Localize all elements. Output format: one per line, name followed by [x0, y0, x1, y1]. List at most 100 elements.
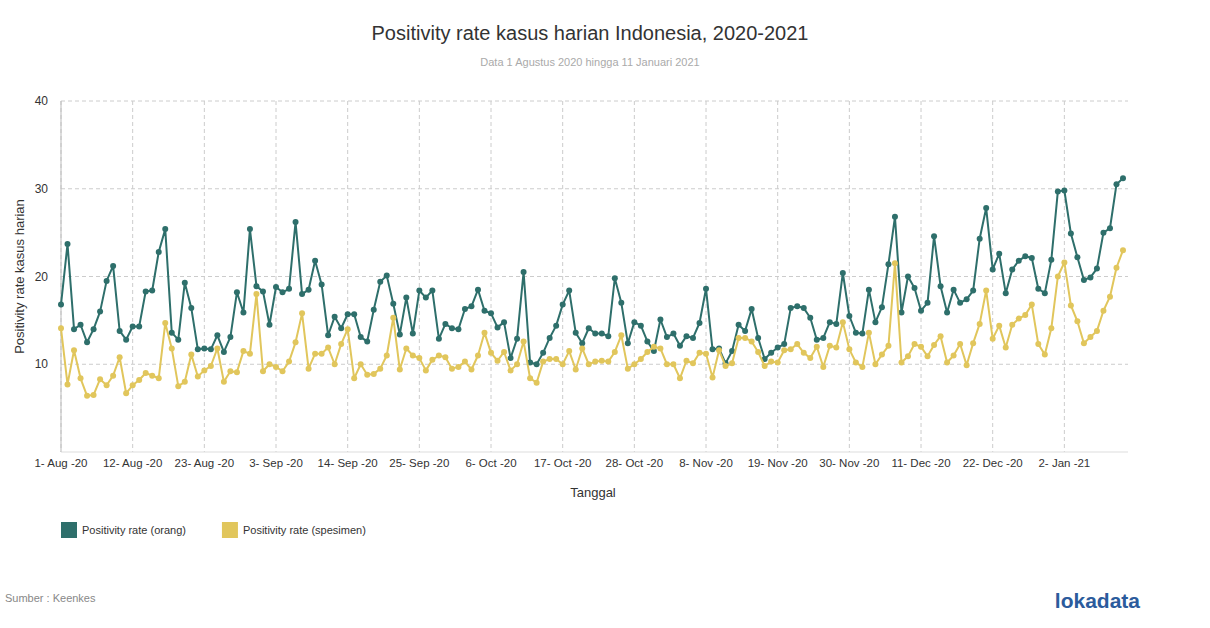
series-marker [149, 373, 155, 379]
x-tick-label: 12- Aug -20 [103, 457, 162, 469]
y-axis-title: Positivity rate kasus harian [12, 199, 27, 354]
series-marker [710, 374, 716, 380]
series-marker [364, 372, 370, 378]
series-marker [912, 341, 918, 347]
y-grid-line [61, 276, 1128, 277]
legend-swatch [61, 522, 77, 538]
series-marker [266, 322, 272, 328]
series-marker [501, 319, 507, 325]
series-marker [449, 325, 455, 331]
series-marker [951, 287, 957, 293]
series-marker [117, 354, 123, 360]
series-marker [312, 258, 318, 264]
series-marker [1022, 312, 1028, 318]
series-marker [403, 295, 409, 301]
series-marker [1022, 253, 1028, 259]
series-marker [149, 288, 155, 294]
series-marker [286, 286, 292, 292]
x-grid-line [419, 101, 420, 452]
series-marker [1035, 286, 1041, 292]
series-marker [599, 358, 605, 364]
series-marker [1094, 266, 1100, 272]
series-marker [631, 319, 637, 325]
x-grid-line [204, 101, 205, 452]
series-marker [944, 359, 950, 365]
series-marker [560, 361, 566, 367]
series-marker [925, 300, 931, 306]
series-marker [1074, 318, 1080, 324]
series-marker [449, 366, 455, 372]
series-marker [188, 352, 194, 358]
series-marker [429, 357, 435, 363]
x-tick-label: 28- Oct -20 [606, 457, 664, 469]
series-line [61, 250, 1123, 396]
x-tick-label: 25- Sep -20 [389, 457, 449, 469]
legend-label: Positivity rate (orang) [82, 524, 186, 536]
series-marker [755, 349, 761, 355]
series-marker [1009, 322, 1015, 328]
x-tick-label: 6- Oct -20 [465, 457, 516, 469]
series-marker [1055, 188, 1061, 194]
series-marker [638, 323, 644, 329]
series-marker [742, 335, 748, 341]
series-marker [416, 355, 422, 361]
series-marker [573, 367, 579, 373]
series-marker [683, 333, 689, 339]
source: Sumber : Keenkes [5, 592, 96, 604]
series-marker [1061, 188, 1067, 194]
series-marker [71, 326, 77, 332]
series-marker [794, 303, 800, 309]
series-marker [182, 280, 188, 286]
series-marker [110, 373, 116, 379]
series-marker [462, 306, 468, 312]
series-marker [338, 325, 344, 331]
series-marker [703, 351, 709, 357]
series-marker [951, 352, 957, 358]
series-marker [195, 346, 201, 352]
series-marker [983, 205, 989, 211]
series-marker [560, 302, 566, 308]
series-marker [599, 331, 605, 337]
series-marker [749, 306, 755, 312]
series-marker [123, 337, 129, 343]
series-marker [521, 269, 527, 275]
x-tick-label: 3- Sep -20 [249, 457, 303, 469]
series-marker [208, 363, 214, 369]
series-marker [136, 324, 142, 330]
series-marker [710, 346, 716, 352]
series-marker [912, 285, 918, 291]
series-marker [1107, 225, 1113, 231]
series-marker [240, 348, 246, 354]
y-grid-line [61, 101, 1128, 102]
x-grid-line [562, 101, 563, 452]
series-marker [957, 341, 963, 347]
series-marker [71, 347, 77, 353]
series-marker [697, 320, 703, 326]
series-marker [931, 233, 937, 239]
series-marker [280, 368, 286, 374]
series-marker [892, 214, 898, 220]
series-marker [879, 352, 885, 358]
series-marker [781, 347, 787, 353]
series-marker [143, 288, 149, 294]
series-marker [253, 283, 259, 289]
series-marker [807, 355, 813, 361]
series-marker [97, 309, 103, 315]
series-marker [306, 366, 312, 372]
series-marker [579, 345, 585, 351]
x-grid-line [921, 101, 922, 452]
series-marker [853, 359, 859, 365]
series-marker [690, 335, 696, 341]
series-marker [423, 295, 429, 301]
series-marker [201, 345, 207, 351]
series-marker [586, 361, 592, 367]
series-marker [657, 316, 663, 322]
series-marker [306, 287, 312, 293]
series-marker [156, 375, 162, 381]
series-marker [260, 368, 266, 374]
series-line [61, 178, 1123, 364]
series-marker [612, 349, 618, 355]
series-marker [293, 339, 299, 345]
x-tick-label: 11- Dec -20 [891, 457, 950, 469]
series-marker [253, 291, 259, 297]
